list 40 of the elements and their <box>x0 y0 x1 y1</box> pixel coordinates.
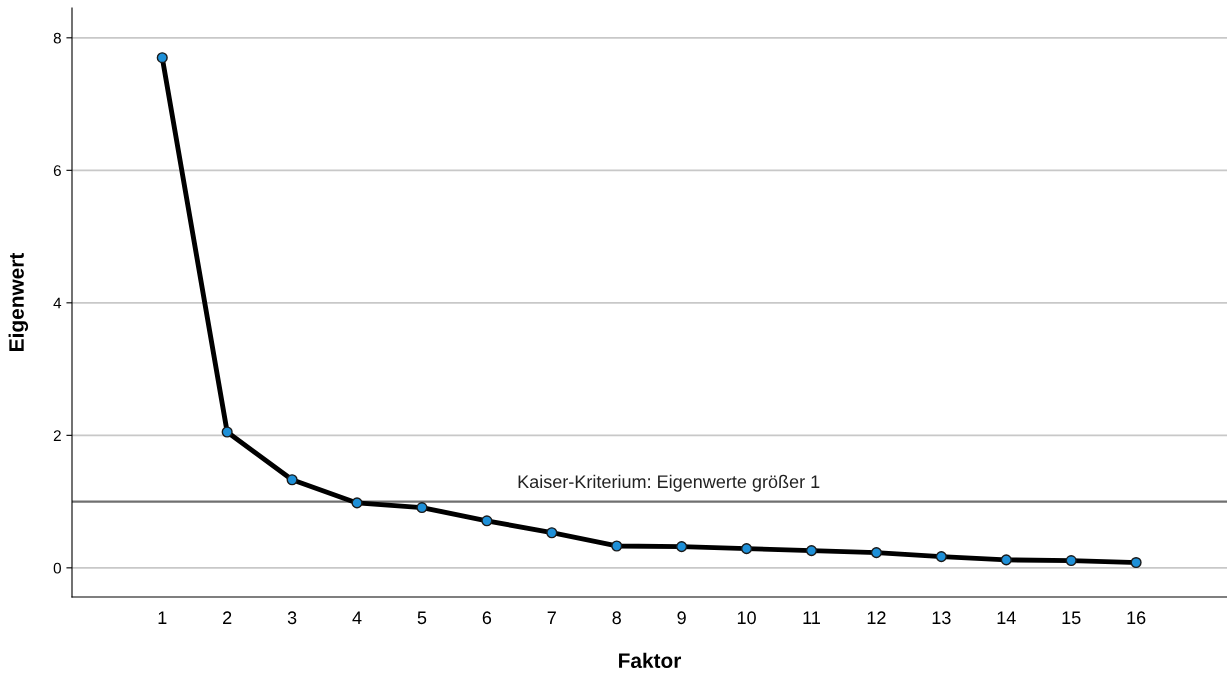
x-tick-label: 11 <box>803 611 820 624</box>
point <box>741 543 753 555</box>
x-tick-label: 1 <box>158 611 167 624</box>
point <box>416 502 428 514</box>
y-tick-label: 0 <box>53 562 61 574</box>
y-tick-label: 2 <box>53 430 61 441</box>
x-tick-label: 15 <box>1062 611 1081 625</box>
x-tick-label: 4 <box>352 611 362 624</box>
x-tick-label: 6 <box>482 611 492 625</box>
point <box>286 474 298 486</box>
point <box>546 527 558 539</box>
point <box>351 497 363 509</box>
y-axis-title: Eigenwert <box>8 252 29 351</box>
y-tick-label: 4 <box>53 297 62 309</box>
y-tick-label: 8 <box>53 32 61 44</box>
point <box>870 547 882 559</box>
point <box>805 545 818 557</box>
x-tick-label: 7 <box>547 611 556 624</box>
point <box>1130 556 1142 569</box>
x-tick-label: 9 <box>677 611 686 625</box>
x-tick-label: 10 <box>737 611 756 625</box>
point <box>676 541 688 553</box>
x-axis-title: Faktor <box>619 652 682 669</box>
point <box>935 551 947 563</box>
y-tick-label: 6 <box>53 165 61 177</box>
x-tick-label: 14 <box>997 611 1016 624</box>
x-tick-label: 5 <box>417 611 427 625</box>
point <box>1065 555 1077 567</box>
x-tick-label: 2 <box>223 611 232 624</box>
point <box>481 515 493 527</box>
point <box>221 426 233 438</box>
ref-line-label: Kaiser-Kriterium: Eigenwerte größer 1 <box>518 474 820 492</box>
x-tick-label: 16 <box>1127 611 1146 625</box>
x-tick-label: 8 <box>612 611 621 625</box>
point <box>611 540 623 552</box>
point <box>1000 554 1012 566</box>
point <box>156 52 168 64</box>
x-tick-label: 3 <box>287 611 297 625</box>
x-tick-label: 12 <box>867 611 886 624</box>
x-tick-label: 13 <box>932 611 951 625</box>
